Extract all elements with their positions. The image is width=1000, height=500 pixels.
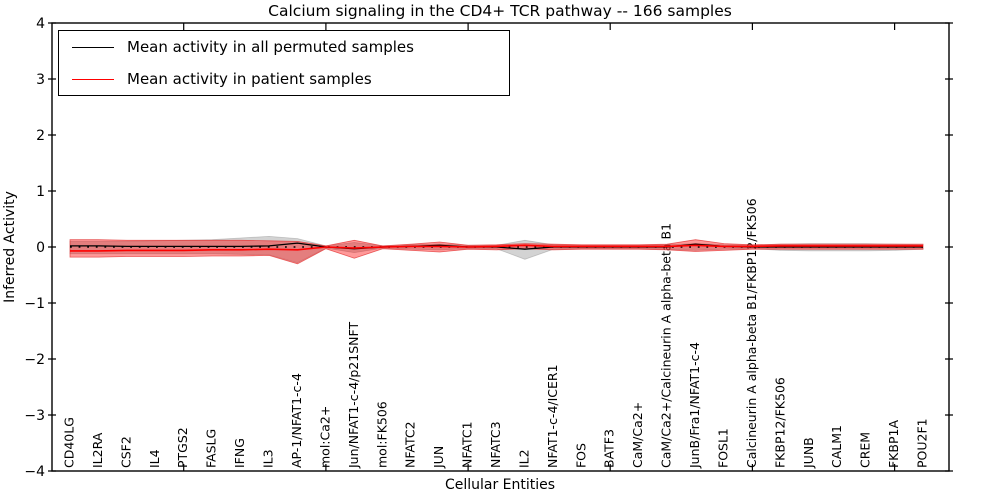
x-tick-label: IL4 (147, 449, 162, 468)
x-tick-label: mol:FK506 (374, 401, 389, 468)
x-tick-label: FKBP12/FK506 (772, 377, 787, 468)
x-tick-label: mol:Ca2+ (317, 406, 332, 468)
x-tick-label: FOS (573, 443, 588, 468)
x-tick-label: JUN (431, 446, 446, 469)
x-tick-label: IL3 (261, 449, 276, 468)
x-tick-label: JunB/Fra1/NFAT1-c-4 (687, 342, 702, 469)
x-tick-label: FKBP1A (886, 420, 901, 468)
y-tick-label: 3 (36, 72, 45, 88)
chart-title: Calcium signaling in the CD4+ TCR pathwa… (268, 2, 732, 20)
x-tick-label: Calcineurin A alpha-beta B1/FKBP12/FK506 (744, 198, 759, 468)
x-tick-label: IL2RA (90, 432, 105, 468)
x-tick-label: POU2F1 (915, 418, 930, 468)
legend-label-permuted: Mean activity in all permuted samples (127, 38, 414, 56)
y-axis-title: Inferred Activity (2, 191, 18, 303)
y-tick-label: −1 (24, 296, 45, 312)
permuted-line-swatch (72, 46, 114, 48)
x-axis-title: Cellular Entities (444, 477, 556, 493)
x-tick-label: CALM1 (829, 425, 844, 468)
x-tick-label: NFATC2 (403, 421, 418, 468)
x-tick-label: NFAT1-c-4/ICER1 (545, 364, 560, 468)
legend: Mean activity in all permuted samples Me… (58, 30, 510, 96)
x-tick-label: BATF3 (602, 429, 617, 468)
x-tick-label: NFATC3 (488, 421, 503, 468)
y-tick-label: −4 (24, 464, 45, 480)
y-tick-label: 2 (36, 128, 45, 144)
x-tick-label: CSF2 (118, 436, 133, 468)
band-patient-spread (69, 239, 924, 265)
line-patient-mean (70, 244, 923, 252)
x-tick-label: JUNB (801, 437, 816, 469)
x-tick-label: CD40LG (62, 417, 77, 468)
x-tick-label: CREM (858, 432, 873, 468)
legend-label-patient: Mean activity in patient samples (127, 70, 372, 88)
y-tick-label: −3 (24, 408, 45, 424)
axis-ticks (48, 22, 953, 472)
x-tick-label: CaM/Ca2+/Calcineurin A alpha-beta B1 (659, 223, 674, 468)
y-tick-label: 4 (36, 16, 45, 32)
patient-line-swatch (72, 78, 114, 80)
x-tick-label: AP-1/NFAT1-c-4 (289, 373, 304, 468)
legend-entry-permuted: Mean activity in all permuted samples (59, 32, 509, 62)
x-tick-label: NFATC1 (460, 421, 475, 468)
y-tick-label: 0 (36, 240, 45, 256)
x-tick-label: Jun/NFAT1-c-4/p21SNFT (346, 322, 361, 469)
x-tick-label: IFNG (232, 438, 247, 468)
x-tick-label: FOSL1 (716, 428, 731, 468)
x-tick-label: CaM/Ca2+ (630, 402, 645, 468)
legend-entry-patient: Mean activity in patient samples (59, 64, 509, 94)
x-tick-label: FASLG (204, 429, 219, 468)
x-tick-label: PTGS2 (175, 427, 190, 468)
y-tick-label: −2 (24, 352, 45, 368)
y-tick-label: 1 (36, 184, 45, 200)
x-tick-label: IL2 (516, 449, 531, 468)
